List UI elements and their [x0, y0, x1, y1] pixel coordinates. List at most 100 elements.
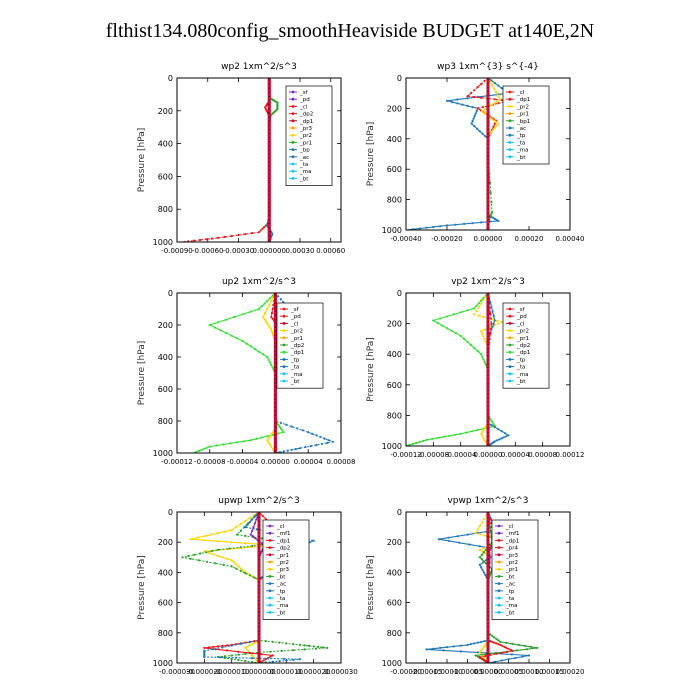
y-tick-label: 600: [158, 385, 173, 394]
series-point: [271, 317, 274, 320]
zero-line-point: [267, 142, 271, 146]
x-tick-label: -0.00020: [390, 668, 421, 676]
legend-label: _pr1: [290, 336, 303, 342]
legend-marker: [282, 314, 286, 318]
series-point: [480, 353, 483, 356]
series-point: [493, 217, 496, 220]
series-point: [226, 644, 229, 647]
series-point: [473, 95, 476, 99]
zero-line-point: [486, 144, 490, 148]
zero-line-point: [267, 166, 271, 170]
y-tick-label: 600: [387, 381, 402, 390]
zero-line-point: [267, 236, 271, 240]
series-point: [216, 532, 220, 535]
series-point: [482, 297, 485, 300]
legend-marker: [497, 546, 501, 549]
zero-line-point: [486, 650, 490, 654]
legend-label: _dp1: [516, 350, 530, 356]
series-point: [271, 431, 274, 434]
series-point: [459, 432, 462, 435]
zero-line-point: [486, 80, 490, 84]
legend-marker: [508, 336, 512, 340]
series-point: [268, 361, 271, 364]
series-point: [497, 102, 500, 105]
zero-line-point: [486, 375, 490, 379]
series-point: [200, 448, 203, 451]
zero-line-point: [273, 411, 277, 415]
zero-line-point: [273, 343, 277, 347]
series-point: [493, 641, 496, 644]
series-point: [492, 423, 495, 426]
legend-label: _pr1: [276, 553, 289, 559]
series-point: [237, 233, 240, 237]
series-point: [495, 642, 498, 645]
series-point: [505, 641, 508, 645]
y-tick-label: 1000: [153, 449, 173, 458]
series-point: [267, 358, 270, 361]
series-point: [282, 431, 285, 434]
legend-label: _dp1: [299, 119, 313, 125]
series-point: [277, 432, 280, 435]
x-tick-label: -0.000010: [214, 668, 250, 676]
legend-label: _sf: [299, 90, 309, 96]
zero-line-point: [486, 213, 490, 217]
legend-marker: [508, 119, 512, 123]
legend-label: _ma: [299, 169, 311, 175]
zero-line-point: [486, 402, 490, 406]
series-point: [216, 236, 220, 239]
zero-line-point: [273, 431, 277, 435]
legend-marker: [497, 603, 501, 607]
zero-line-point: [267, 207, 271, 211]
legend-label: _pr2: [516, 104, 529, 110]
series-point: [466, 340, 469, 344]
series-line: [262, 293, 276, 453]
y-tick-label: 800: [158, 205, 173, 214]
series-point: [189, 557, 192, 560]
series-point: [469, 343, 472, 347]
zero-line-point: [257, 536, 261, 541]
series-point: [475, 304, 478, 307]
series-point: [242, 440, 246, 443]
legend-marker: [497, 524, 501, 528]
x-tick-label: 0.000010: [270, 668, 303, 676]
series-point: [279, 427, 282, 430]
series-point: [466, 95, 469, 98]
series-point: [237, 565, 240, 568]
zero-line-point: [486, 440, 490, 444]
series-point: [445, 315, 449, 318]
series-point: [480, 221, 483, 224]
series-point: [491, 325, 494, 328]
series-point: [270, 433, 273, 436]
zero-line-point: [257, 529, 261, 533]
x-tick-label: 0.00010: [515, 668, 544, 676]
series-point: [478, 525, 481, 528]
series-point: [270, 328, 273, 331]
legend-label: _pr2: [516, 329, 529, 335]
series-point: [476, 127, 479, 130]
x-tick-label: -0.00090: [161, 247, 192, 255]
series-point: [216, 548, 220, 551]
zero-line-point: [486, 133, 490, 137]
series-point: [249, 439, 252, 442]
zero-line-point: [486, 570, 490, 575]
zero-line-point: [486, 91, 490, 95]
series-point: [282, 450, 285, 453]
series-point: [455, 332, 458, 335]
y-tick-label: 1000: [153, 659, 173, 668]
series-point: [246, 649, 249, 652]
series-point: [456, 102, 459, 105]
zero-line-point: [273, 399, 277, 403]
series-point: [474, 532, 477, 535]
series-point: [483, 427, 486, 430]
series-point: [465, 431, 468, 434]
series-point: [249, 310, 252, 313]
zero-line-point: [267, 228, 271, 232]
series-point: [292, 643, 295, 646]
series-point: [489, 214, 492, 217]
legend-marker: [268, 560, 272, 564]
zero-line-point: [486, 364, 490, 368]
zero-line-point: [486, 657, 490, 661]
series-point: [476, 651, 479, 654]
legend-label: _dp2: [299, 112, 313, 118]
y-tick-label: 1000: [382, 659, 402, 668]
